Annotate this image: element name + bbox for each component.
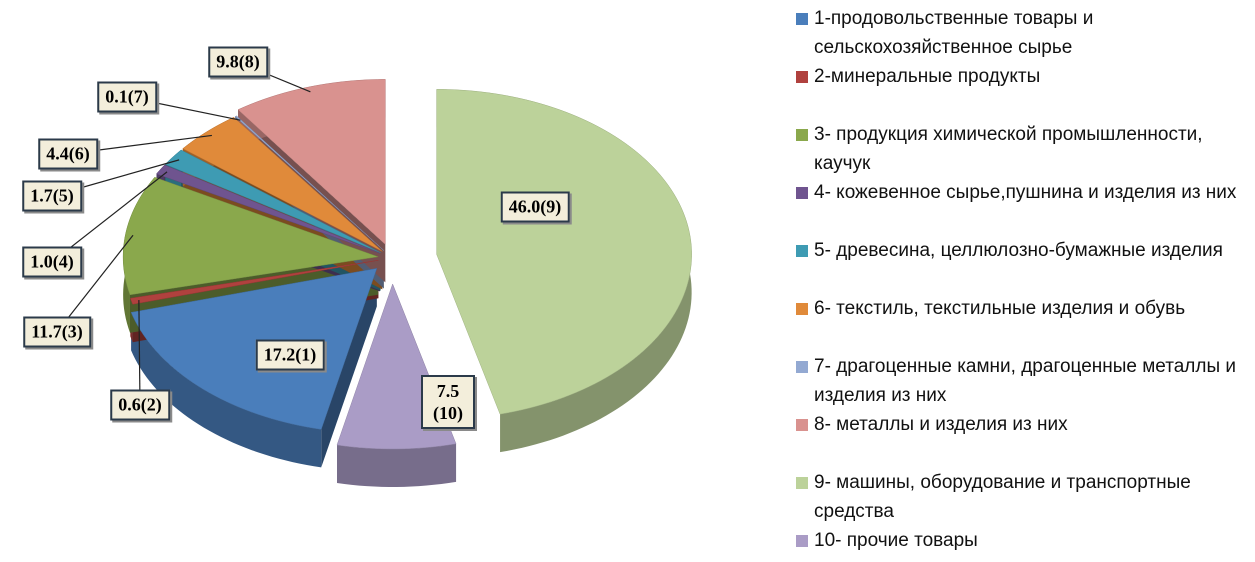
legend-swatch: [796, 303, 808, 315]
data-label: 17.2(1): [255, 339, 325, 371]
data-label: 0.6(2): [110, 389, 170, 421]
legend-item: 1-продовольственные товары и сельскохозя…: [796, 4, 1246, 62]
legend-swatch: [796, 477, 808, 489]
slice: [237, 79, 386, 245]
legend-swatch: [796, 71, 808, 83]
slice: [156, 164, 381, 254]
slice-wall: [131, 312, 322, 468]
legend-item: 3- продукция химической промышленности, …: [796, 120, 1246, 178]
legend-label: 8- металлы и изделия из них: [814, 414, 1068, 435]
slice-wall: [337, 443, 457, 487]
legend-swatch: [796, 535, 808, 547]
slice: [122, 176, 379, 296]
legend-item: 10- прочие товары: [796, 526, 1246, 555]
data-label: 4.4(6): [38, 138, 98, 170]
data-label: 1.7(5): [22, 180, 82, 212]
slice: [234, 115, 385, 251]
slice: [436, 89, 692, 415]
slice: [129, 260, 379, 305]
legend-label: 10- прочие товары: [814, 530, 978, 551]
slice: [130, 268, 378, 430]
legend-label: 9- машины, оборудование и транспортные с…: [814, 472, 1191, 522]
legend: 1-продовольственные товары и сельскохозя…: [796, 4, 1246, 555]
legend-swatch: [796, 187, 808, 199]
data-label: 0.1(7): [97, 81, 157, 113]
legend-label: 4- кожевенное сырье,пушнина и изделия из…: [814, 182, 1237, 203]
data-label: 46.0(9): [500, 191, 570, 223]
data-label: 7.5 (10): [421, 375, 475, 429]
leader-line: [56, 234, 134, 333]
legend-item: 9- машины, оборудование и транспортные с…: [796, 468, 1246, 526]
legend-item: 6- текстиль, текстильные изделия и обувь: [796, 294, 1246, 352]
legend-label: 1-продовольственные товары и сельскохозя…: [814, 8, 1094, 58]
data-label: 9.8(8): [208, 46, 268, 78]
legend-label: 6- текстиль, текстильные изделия и обувь: [814, 298, 1186, 319]
slice-side: [321, 268, 377, 468]
legend-label: 7- драгоценные камни, драгоценные металл…: [814, 356, 1237, 406]
legend-item: 2-минеральные продукты: [796, 62, 1246, 120]
legend-swatch: [796, 245, 808, 257]
legend-item: 7- драгоценные камни, драгоценные металл…: [796, 352, 1246, 410]
slice: [182, 117, 383, 252]
legend-item: 8- металлы и изделия из них: [796, 410, 1246, 468]
legend-label: 2-минеральные продукты: [814, 66, 1041, 87]
data-label: 11.7(3): [23, 316, 91, 348]
data-label: 1.0(4): [22, 246, 82, 278]
legend-label: 3- продукция химической промышленности, …: [814, 124, 1203, 174]
legend-item: 5- древесина, целлюлозно-бумажные издели…: [796, 236, 1246, 294]
legend-swatch: [796, 13, 808, 25]
legend-swatch: [796, 361, 808, 373]
legend-swatch: [796, 419, 808, 431]
legend-label: 5- древесина, целлюлозно-бумажные издели…: [814, 240, 1223, 261]
pie-area: [51, 61, 692, 487]
leader-line: [138, 300, 141, 406]
legend-item: 4- кожевенное сырье,пушнина и изделия из…: [796, 178, 1246, 236]
legend-swatch: [796, 129, 808, 141]
